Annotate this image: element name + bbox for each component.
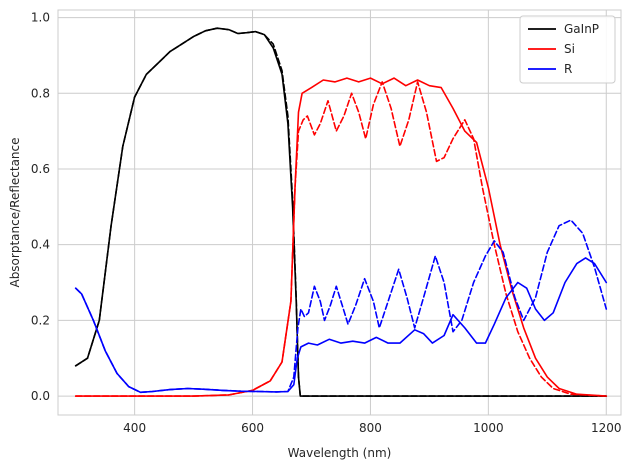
y-tick-label: 0.4 [31,238,50,252]
y-tick-label: 1.0 [31,11,50,25]
legend-entry: GaInP [564,22,599,36]
tick-labels: 400 600 800 1000 1200 0.0 0.2 0.4 0.6 0.8 1.0 [31,11,622,435]
y-tick-label: 0.6 [31,162,50,176]
x-tick-label: 400 [123,421,146,435]
series-si-solid [74,77,608,397]
y-tick-label: 0.2 [31,313,50,327]
y-tick-label: 0.8 [31,86,50,100]
series-si-dashed [74,81,608,397]
legend: GaInP Si R [519,15,616,84]
legend-entry: Si [564,42,575,56]
series-r-dashed [74,219,608,394]
x-tick-label: 600 [241,421,264,435]
x-tick-label: 1000 [473,421,504,435]
data-series [74,27,608,397]
y-tick-label: 0.0 [31,389,50,403]
y-axis-label: Absorptance/Reflectance [8,137,22,287]
x-tick-label: 1200 [591,421,622,435]
x-tick-label: 800 [359,421,382,435]
legend-entry: R [564,62,572,76]
x-axis-label: Wavelength (nm) [288,446,392,460]
series-gainp-dashed [74,27,608,397]
legend-box [519,15,616,84]
